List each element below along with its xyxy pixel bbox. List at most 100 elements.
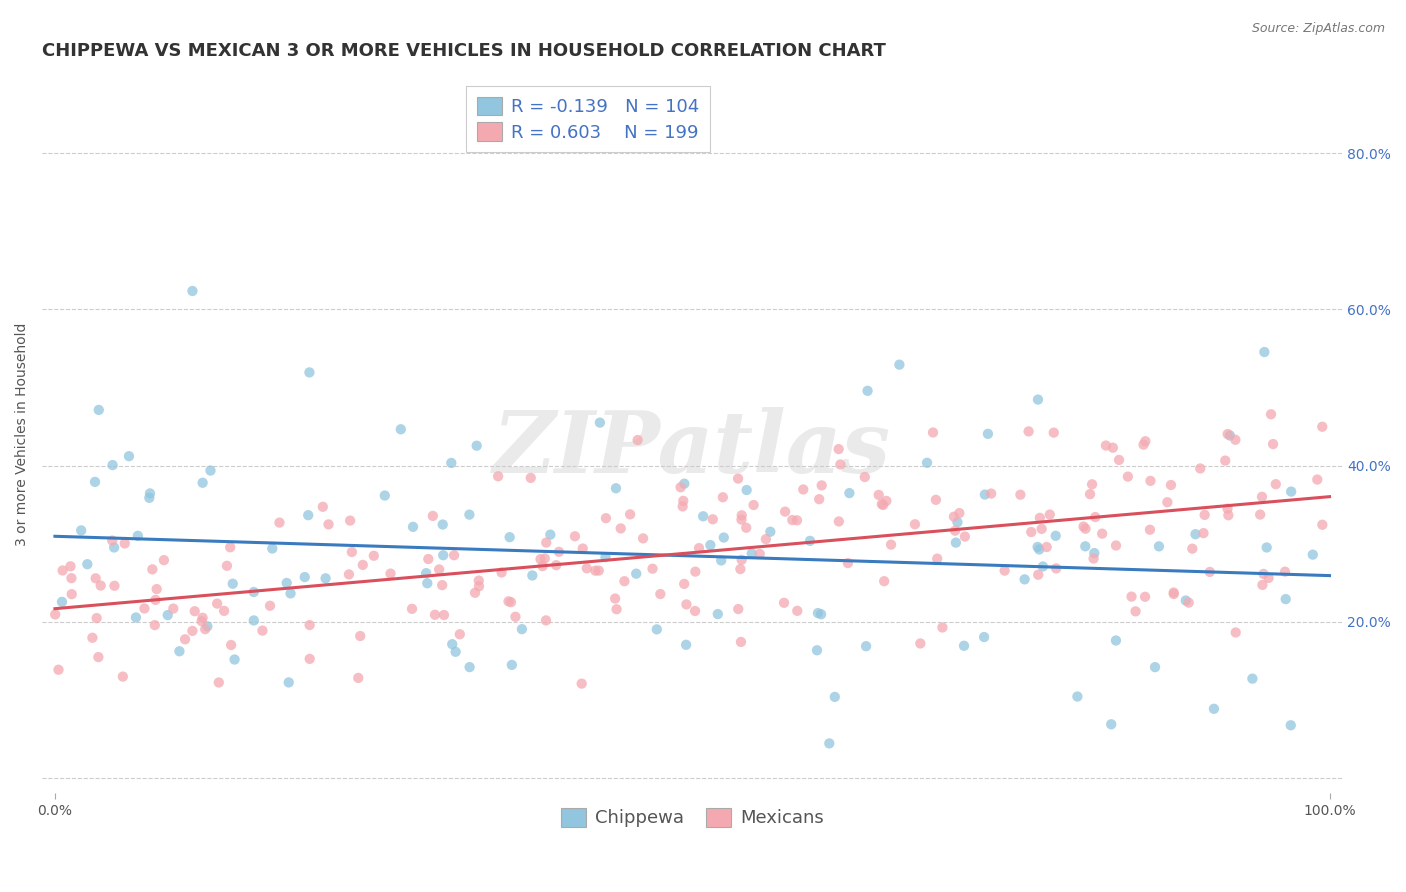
Point (458, 660, 481, 674)
Point (352, 558, 374, 572)
Point (143, 618, 166, 632)
Point (1306, 473, 1329, 487)
Point (418, 552, 440, 566)
Point (432, 548, 454, 562)
Point (101, 458, 124, 472)
Point (1189, 461, 1212, 475)
Point (522, 568, 544, 582)
Point (707, 607, 730, 621)
Point (782, 513, 804, 527)
Point (931, 620, 953, 634)
Point (498, 530, 520, 544)
Point (1083, 546, 1105, 560)
Point (222, 576, 245, 591)
Point (713, 531, 735, 545)
Point (730, 513, 752, 527)
Point (650, 587, 672, 601)
Point (786, 604, 808, 618)
Point (114, 536, 136, 550)
Point (529, 552, 551, 566)
Point (948, 506, 970, 520)
Point (1310, 419, 1333, 434)
Point (1264, 477, 1286, 491)
Point (631, 532, 654, 546)
Point (84, 571, 107, 585)
Point (685, 565, 707, 579)
Point (169, 644, 191, 658)
Point (1260, 407, 1282, 421)
Point (1147, 540, 1170, 554)
Point (838, 486, 860, 500)
Point (873, 574, 896, 589)
Point (432, 517, 454, 532)
Point (52, 564, 75, 578)
Point (755, 532, 778, 546)
Point (433, 607, 456, 622)
Point (692, 509, 714, 524)
Point (312, 500, 335, 514)
Point (915, 456, 938, 470)
Point (922, 425, 945, 440)
Point (1181, 541, 1204, 556)
Point (1045, 561, 1067, 575)
Point (675, 638, 697, 652)
Point (1163, 587, 1185, 601)
Point (1135, 434, 1157, 449)
Point (973, 487, 995, 501)
Point (1253, 566, 1275, 581)
Point (827, 442, 849, 457)
Point (298, 618, 321, 632)
Point (855, 639, 877, 653)
Point (1174, 593, 1197, 607)
Point (389, 422, 412, 436)
Point (1102, 441, 1125, 455)
Point (191, 611, 214, 625)
Point (82, 631, 104, 645)
Point (808, 492, 831, 507)
Point (1139, 474, 1161, 488)
Point (799, 533, 821, 548)
Point (1078, 487, 1101, 501)
Point (672, 500, 695, 514)
Point (534, 614, 557, 628)
Point (1105, 539, 1128, 553)
Point (103, 541, 125, 555)
Point (683, 604, 706, 618)
Point (60, 587, 83, 601)
Point (1274, 565, 1296, 579)
Point (1302, 548, 1324, 562)
Point (1099, 717, 1122, 731)
Point (432, 578, 454, 592)
Point (262, 541, 284, 556)
Point (571, 541, 593, 556)
Point (1253, 345, 1275, 359)
Point (589, 416, 612, 430)
Point (139, 486, 162, 500)
Point (318, 517, 340, 532)
Point (853, 470, 876, 484)
Point (402, 520, 425, 534)
Point (1125, 604, 1147, 618)
Point (837, 556, 859, 570)
Point (1132, 437, 1154, 451)
Point (605, 481, 627, 495)
Point (619, 508, 641, 522)
Point (942, 509, 965, 524)
Point (153, 553, 176, 567)
Point (1156, 495, 1178, 509)
Point (87, 650, 110, 665)
Point (613, 574, 636, 589)
Point (672, 493, 695, 508)
Point (730, 635, 752, 649)
Point (339, 514, 361, 528)
Point (910, 636, 932, 650)
Point (298, 365, 321, 379)
Point (773, 596, 796, 610)
Point (945, 535, 967, 549)
Point (280, 586, 302, 600)
Point (464, 586, 486, 600)
Point (927, 551, 949, 566)
Point (1028, 542, 1050, 557)
Point (416, 576, 439, 591)
Point (87, 403, 110, 417)
